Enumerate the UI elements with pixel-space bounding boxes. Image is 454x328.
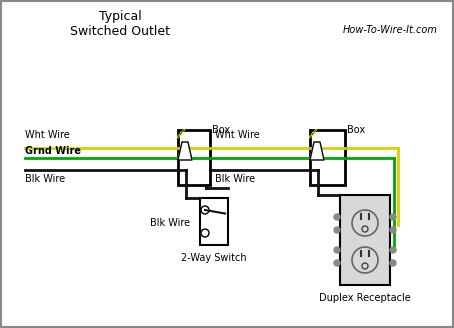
Text: Blk Wire: Blk Wire xyxy=(150,218,190,228)
Circle shape xyxy=(390,260,396,266)
Bar xyxy=(178,130,210,185)
Circle shape xyxy=(390,227,396,233)
Polygon shape xyxy=(310,142,324,160)
Bar xyxy=(340,195,390,285)
Text: Box: Box xyxy=(347,125,365,135)
Circle shape xyxy=(390,247,396,253)
Circle shape xyxy=(334,214,340,220)
Text: Blk Wire: Blk Wire xyxy=(25,174,65,184)
Text: 2-Way Switch: 2-Way Switch xyxy=(181,253,247,263)
Circle shape xyxy=(390,214,396,220)
Text: Typical
Switched Outlet: Typical Switched Outlet xyxy=(70,10,170,38)
Bar xyxy=(310,130,345,185)
Text: Duplex Receptacle: Duplex Receptacle xyxy=(319,293,411,303)
Circle shape xyxy=(334,227,340,233)
Text: How-To-Wire-It.com: How-To-Wire-It.com xyxy=(343,25,438,35)
Text: Wht Wire: Wht Wire xyxy=(25,130,70,140)
Circle shape xyxy=(334,247,340,253)
Text: Box: Box xyxy=(212,125,230,135)
Bar xyxy=(200,198,228,245)
Circle shape xyxy=(334,260,340,266)
Polygon shape xyxy=(178,142,192,160)
Text: Blk Wire: Blk Wire xyxy=(215,174,255,184)
Text: Wht Wire: Wht Wire xyxy=(215,130,260,140)
Text: Grnd Wire: Grnd Wire xyxy=(25,146,81,156)
